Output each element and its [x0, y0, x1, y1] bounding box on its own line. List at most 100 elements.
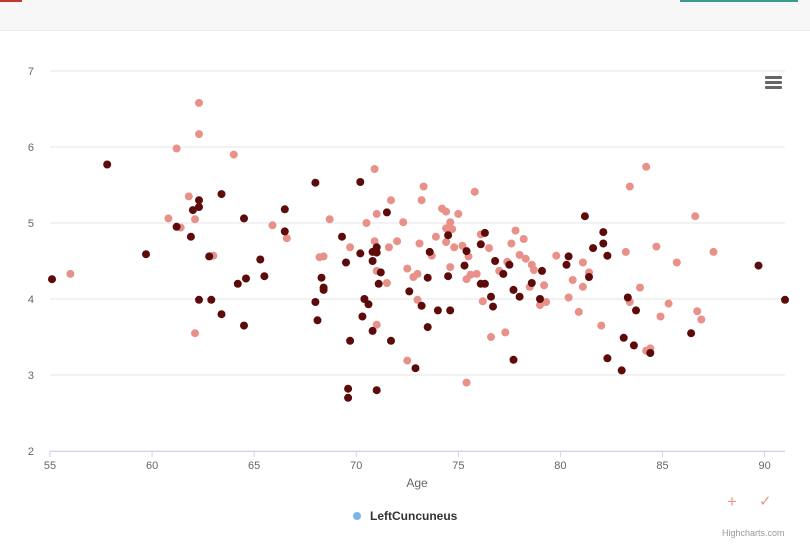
data-point[interactable]	[319, 252, 328, 261]
data-point[interactable]	[205, 252, 214, 261]
data-point[interactable]	[603, 354, 612, 363]
data-point[interactable]	[538, 266, 546, 275]
data-point[interactable]	[578, 282, 587, 291]
data-point[interactable]	[664, 299, 673, 308]
data-point[interactable]	[619, 333, 628, 342]
data-point[interactable]	[505, 260, 514, 269]
data-point[interactable]	[280, 205, 289, 214]
data-point[interactable]	[344, 384, 353, 393]
data-point[interactable]	[346, 243, 355, 252]
data-point[interactable]	[487, 333, 495, 341]
data-point[interactable]	[413, 295, 422, 304]
data-point[interactable]	[188, 206, 197, 215]
data-point[interactable]	[282, 234, 291, 243]
data-point[interactable]	[536, 295, 544, 303]
data-point[interactable]	[480, 279, 489, 288]
data-point[interactable]	[478, 297, 487, 306]
data-point[interactable]	[568, 276, 577, 284]
data-point[interactable]	[370, 237, 379, 246]
data-point[interactable]	[562, 260, 571, 269]
data-point[interactable]	[507, 239, 516, 248]
data-point[interactable]	[515, 250, 524, 259]
plus-icon[interactable]: +	[727, 492, 737, 511]
data-point[interactable]	[415, 239, 424, 248]
data-point[interactable]	[191, 329, 199, 338]
data-point[interactable]	[656, 312, 665, 321]
data-point[interactable]	[442, 238, 451, 246]
data-point[interactable]	[632, 306, 640, 315]
data-point[interactable]	[393, 237, 402, 246]
data-point[interactable]	[364, 300, 373, 309]
data-point[interactable]	[597, 321, 606, 330]
data-point[interactable]	[574, 307, 583, 316]
data-point[interactable]	[356, 178, 365, 186]
data-point[interactable]	[542, 298, 551, 306]
data-point[interactable]	[403, 356, 412, 365]
data-point[interactable]	[370, 165, 379, 173]
data-point[interactable]	[142, 250, 150, 259]
data-point[interactable]	[599, 239, 608, 248]
data-point[interactable]	[387, 336, 395, 345]
data-point[interactable]	[48, 275, 56, 284]
data-point[interactable]	[195, 295, 203, 304]
data-point[interactable]	[184, 192, 193, 201]
data-point[interactable]	[382, 279, 391, 287]
scatter-plot[interactable]: 2 3 4 5 6 7 55 60 65 70 75 80 85 90	[0, 31, 810, 550]
data-point[interactable]	[599, 228, 608, 237]
data-point[interactable]	[448, 225, 457, 234]
data-point[interactable]	[256, 255, 265, 264]
data-point[interactable]	[417, 196, 426, 205]
data-point[interactable]	[491, 257, 500, 265]
data-point[interactable]	[319, 285, 328, 294]
data-point[interactable]	[186, 232, 195, 241]
data-point[interactable]	[697, 315, 706, 324]
data-point[interactable]	[444, 272, 453, 281]
data-point[interactable]	[466, 270, 475, 279]
data-point[interactable]	[480, 228, 489, 237]
data-point[interactable]	[472, 269, 481, 278]
data-point[interactable]	[313, 316, 322, 325]
data-point[interactable]	[413, 269, 422, 278]
data-point[interactable]	[240, 321, 248, 330]
data-point[interactable]	[242, 274, 250, 283]
data-point[interactable]	[164, 214, 173, 223]
data-point[interactable]	[536, 301, 544, 310]
data-point[interactable]	[709, 247, 718, 256]
data-point[interactable]	[382, 208, 391, 217]
data-point[interactable]	[754, 261, 763, 270]
data-point[interactable]	[564, 252, 573, 261]
data-point[interactable]	[691, 212, 700, 221]
data-point[interactable]	[444, 231, 453, 240]
data-point[interactable]	[446, 263, 455, 272]
data-point[interactable]	[509, 285, 518, 294]
data-point[interactable]	[487, 292, 495, 301]
data-point[interactable]	[529, 266, 538, 275]
data-point[interactable]	[356, 249, 365, 258]
data-point[interactable]	[629, 341, 638, 350]
data-point[interactable]	[431, 232, 440, 241]
data-point[interactable]	[268, 221, 277, 230]
data-point[interactable]	[419, 182, 428, 191]
data-point[interactable]	[617, 366, 626, 375]
data-point[interactable]	[462, 378, 471, 387]
data-point[interactable]	[521, 254, 530, 263]
data-point[interactable]	[519, 235, 528, 243]
data-point[interactable]	[552, 251, 561, 260]
data-point[interactable]	[462, 247, 471, 256]
data-point[interactable]	[621, 247, 630, 256]
data-point[interactable]	[442, 224, 451, 233]
data-point[interactable]	[311, 298, 320, 306]
data-point[interactable]	[344, 393, 353, 402]
data-point[interactable]	[207, 295, 216, 304]
data-point[interactable]	[527, 279, 536, 287]
data-point[interactable]	[376, 268, 385, 277]
data-point[interactable]	[425, 247, 434, 256]
data-point[interactable]	[578, 258, 587, 267]
data-point[interactable]	[374, 279, 383, 288]
data-point[interactable]	[454, 209, 463, 218]
data-point[interactable]	[423, 273, 432, 282]
data-point[interactable]	[501, 328, 510, 337]
data-point[interactable]	[338, 232, 346, 241]
data-point[interactable]	[325, 215, 334, 224]
data-point[interactable]	[489, 302, 497, 311]
